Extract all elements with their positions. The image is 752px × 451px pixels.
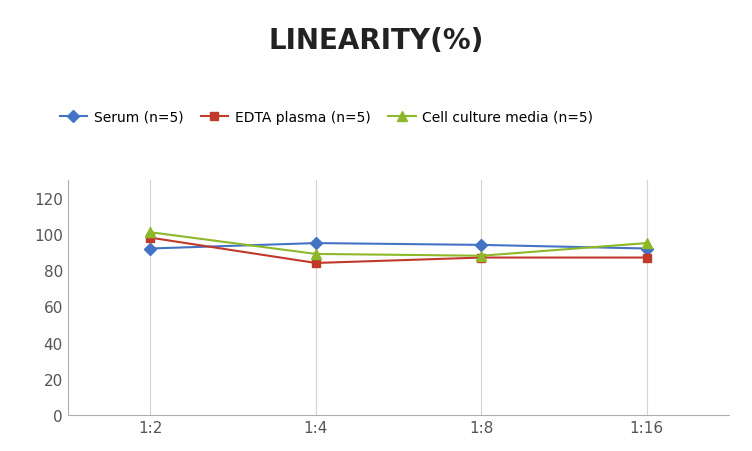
Line: Cell culture media (n=5): Cell culture media (n=5) (146, 228, 651, 261)
Serum (n=5) (146, 246, 155, 252)
Serum (n=5) (477, 243, 486, 248)
Text: LINEARITY(%): LINEARITY(%) (268, 27, 484, 55)
EDTA plasma (n=5) (477, 255, 486, 261)
Line: Serum (n=5): Serum (n=5) (146, 239, 651, 253)
EDTA plasma (n=5) (311, 261, 320, 266)
Line: EDTA plasma (n=5): EDTA plasma (n=5) (146, 234, 651, 267)
Serum (n=5) (311, 241, 320, 246)
EDTA plasma (n=5) (642, 255, 651, 261)
Cell culture media (n=5) (642, 241, 651, 246)
Serum (n=5) (642, 246, 651, 252)
Cell culture media (n=5) (477, 253, 486, 259)
EDTA plasma (n=5) (146, 235, 155, 241)
Legend: Serum (n=5), EDTA plasma (n=5), Cell culture media (n=5): Serum (n=5), EDTA plasma (n=5), Cell cul… (59, 110, 593, 124)
Cell culture media (n=5) (311, 252, 320, 257)
Cell culture media (n=5) (146, 230, 155, 235)
